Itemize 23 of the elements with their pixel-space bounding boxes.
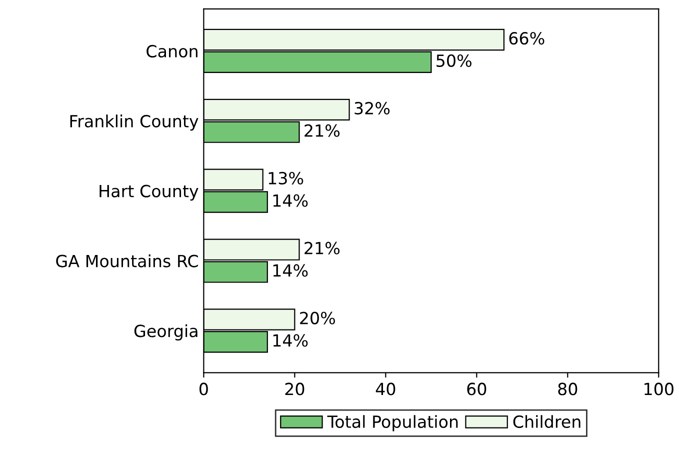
data-label: 14% [273, 334, 308, 347]
data-label: 14% [273, 194, 308, 207]
legend-label: Total Population [327, 415, 458, 432]
x-tick-label: 80 [558, 382, 578, 396]
x-tick-label: 60 [467, 382, 486, 396]
y-tick-label: Georgia [134, 324, 198, 341]
y-tick-label: Canon [146, 44, 198, 58]
data-label: 66% [509, 32, 544, 45]
x-tick-label: 0 [199, 382, 208, 396]
x-tick-label: 100 [644, 382, 674, 396]
x-tick-label: 40 [376, 382, 396, 396]
data-label: 50% [436, 54, 472, 67]
data-label: 21% [304, 242, 340, 254]
data-label: 20% [300, 312, 335, 324]
data-label: 21% [304, 124, 340, 137]
y-tick-label: GA Mountains RC [56, 254, 198, 268]
x-tick-label: 20 [285, 382, 304, 396]
data-label: 14% [273, 264, 308, 277]
data-label: 32% [354, 102, 390, 115]
y-tick-label: Franklin County [70, 114, 198, 131]
data-label: 13% [268, 172, 304, 184]
y-tick-label: Hart County [100, 184, 198, 201]
legend-label: Children [513, 415, 580, 428]
